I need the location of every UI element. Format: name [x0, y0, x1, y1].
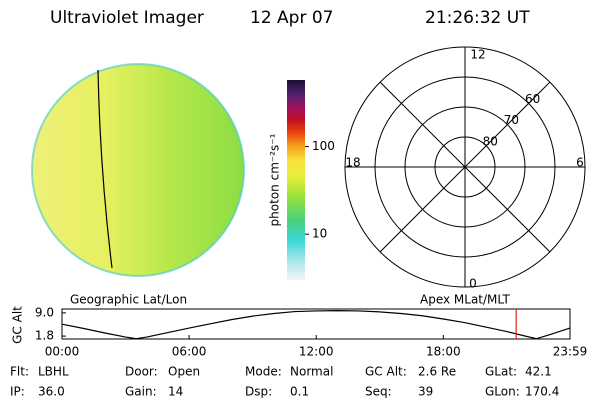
x-tick-label: 18:00 — [426, 345, 461, 359]
mlt-label: 0 — [469, 277, 477, 291]
info-value: Normal — [290, 365, 333, 379]
polar-grid — [344, 46, 586, 288]
uv-image — [31, 63, 245, 277]
y-axis-label: GC Alt — [11, 306, 25, 344]
x-tick-label: 23:59 — [553, 345, 588, 359]
colorbar — [287, 80, 305, 280]
axis-line — [379, 81, 551, 253]
lat-ring — [434, 136, 496, 198]
colorbar-tick-label: 100 — [312, 139, 335, 153]
mlt-label: 18 — [345, 156, 360, 170]
info-label: Mode: — [245, 365, 282, 379]
info-label: IP: — [10, 385, 25, 399]
y-tick-label: 9.0 — [35, 305, 54, 319]
track-line — [97, 69, 113, 269]
plot-frame — [61, 308, 571, 340]
lat-ring — [404, 106, 526, 228]
info-value: 39 — [418, 385, 433, 399]
info-value: 36.0 — [38, 385, 65, 399]
lat-label: 70 — [504, 113, 519, 127]
info-value: 0.1 — [290, 385, 309, 399]
info-label: Flt: — [10, 365, 29, 379]
info-label: Gain: — [125, 385, 157, 399]
info-value: 170.4 — [525, 385, 559, 399]
info-label: GC Alt: — [365, 365, 407, 379]
info-label: Door: — [125, 365, 158, 379]
x-tick-label: 00:00 — [45, 345, 80, 359]
mlt-label: 12 — [470, 48, 485, 62]
chart-title-left: Geographic Lat/Lon — [70, 293, 187, 307]
lat-label: 60 — [525, 92, 540, 106]
title: Ultraviolet Imager — [50, 8, 204, 28]
info-value: 42.1 — [525, 365, 552, 379]
colorbar-tick-label: 10 — [312, 227, 327, 241]
lat-label: 80 — [483, 134, 498, 148]
x-tick-label: 06:00 — [172, 345, 207, 359]
info-value: 14 — [168, 385, 183, 399]
colorbar-label: photon cm⁻²s⁻¹ — [268, 133, 282, 226]
date: 12 Apr 07 — [250, 8, 333, 28]
info-label: GLat: — [485, 365, 517, 379]
earth-disc — [32, 64, 244, 276]
chart-title-right: Apex MLat/MLT — [420, 293, 510, 307]
mlt-label: 6 — [576, 156, 584, 170]
time: 21:26:32 UT — [425, 8, 530, 28]
disc-limb — [31, 63, 245, 277]
info-value: LBHL — [38, 365, 69, 379]
info-value: Open — [168, 365, 200, 379]
info-label: Seq: — [365, 385, 392, 399]
x-tick-label: 12:00 — [299, 345, 334, 359]
info-value: 2.6 Re — [418, 365, 456, 379]
info-label: GLon: — [485, 385, 520, 399]
info-label: Dsp: — [245, 385, 272, 399]
y-tick-label: 1.8 — [35, 329, 54, 343]
lat-ring — [374, 76, 556, 258]
altitude-line — [61, 310, 571, 340]
